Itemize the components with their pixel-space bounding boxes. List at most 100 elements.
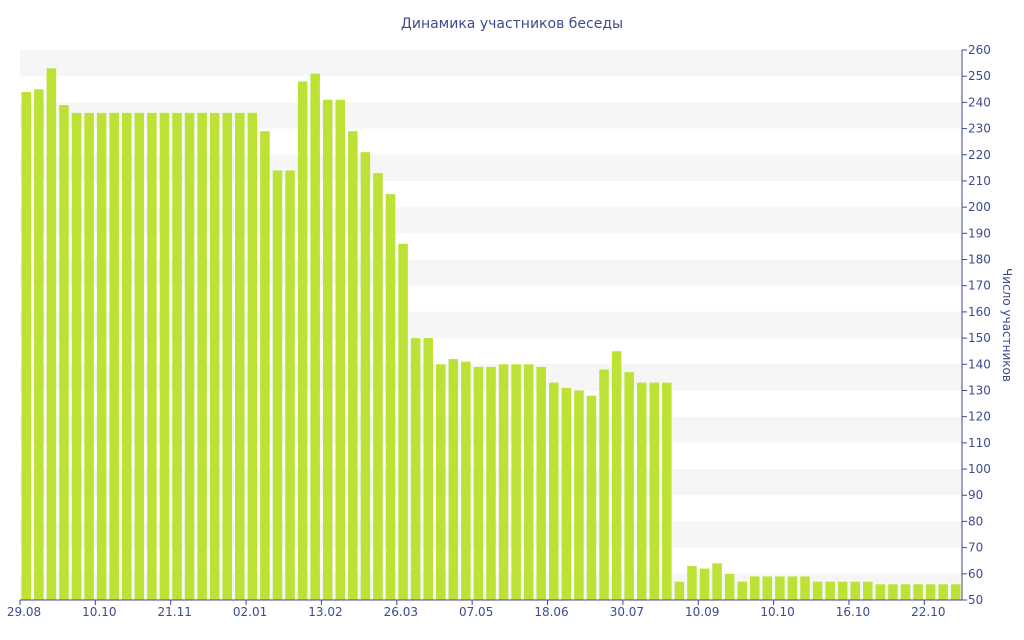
bar — [724, 573, 735, 600]
bar — [636, 382, 647, 600]
y-tick-label: 160 — [968, 305, 991, 319]
bar — [134, 112, 145, 601]
x-tick-label: 18.06 — [534, 605, 568, 619]
bar — [247, 112, 258, 601]
x-tick-label: 13.02 — [308, 605, 342, 619]
bar — [649, 382, 660, 600]
bar — [96, 112, 107, 601]
x-tick-label: 07.05 — [459, 605, 493, 619]
bar — [385, 194, 396, 601]
bar — [272, 170, 283, 601]
bar — [737, 581, 747, 600]
bar — [888, 584, 898, 600]
y-tick-label: 220 — [968, 148, 991, 162]
y-tick-label: 110 — [968, 436, 991, 450]
bar — [900, 584, 911, 600]
bar — [398, 243, 408, 600]
x-tick-label: 29.08 — [7, 605, 41, 619]
bar — [850, 581, 861, 600]
x-tick-label: 02.01 — [233, 605, 267, 619]
y-tick-label: 260 — [968, 43, 991, 57]
bar — [159, 112, 170, 601]
bar — [523, 364, 534, 600]
bar — [875, 584, 886, 600]
bar — [549, 382, 559, 600]
y-tick-label: 90 — [968, 488, 983, 502]
bar — [84, 112, 94, 601]
bar — [147, 112, 157, 601]
bar — [335, 99, 346, 600]
bar — [837, 581, 848, 600]
bar — [297, 81, 308, 601]
x-tick-label: 30.07 — [610, 605, 644, 619]
bar — [699, 568, 710, 600]
chart-title: Динамика участников беседы — [401, 16, 623, 32]
bar — [863, 581, 873, 600]
x-tick-label: 10.09 — [685, 605, 719, 619]
bar — [59, 105, 69, 600]
x-tick-label: 26.03 — [384, 605, 418, 619]
x-ticks: 29.08 10.10 21.11 02.01 13.02 26.03 07.05 18.06… — [7, 600, 945, 619]
bar — [913, 584, 923, 600]
bar — [21, 91, 32, 601]
bar — [536, 366, 547, 600]
bar — [222, 112, 233, 601]
bar — [800, 576, 810, 600]
bar — [498, 364, 509, 600]
bar — [574, 390, 584, 600]
y-tick-label: 210 — [968, 174, 991, 188]
bar — [674, 581, 685, 600]
bar — [825, 581, 835, 600]
bar — [235, 112, 245, 601]
bar — [197, 112, 207, 601]
y-tick-label: 70 — [968, 541, 983, 555]
y-tick-label: 190 — [968, 226, 991, 240]
bar — [762, 576, 773, 600]
bar — [410, 338, 421, 600]
bar — [348, 131, 358, 600]
bar — [775, 576, 785, 600]
y-tick-label: 170 — [968, 279, 991, 293]
bar — [473, 366, 484, 600]
bar — [209, 112, 220, 601]
y-tick-label: 200 — [968, 200, 991, 214]
bar — [260, 131, 270, 600]
y-tick-label: 50 — [968, 593, 983, 607]
bar — [109, 112, 119, 601]
bar — [749, 576, 760, 600]
bar — [322, 99, 333, 600]
bar — [511, 364, 521, 600]
y-tick-label: 250 — [968, 69, 991, 83]
y-tick-label: 60 — [968, 567, 983, 581]
bar — [561, 387, 572, 600]
bar — [662, 382, 672, 600]
x-tick-label: 10.10 — [760, 605, 794, 619]
x-tick-label: 10.10 — [82, 605, 116, 619]
bar — [599, 369, 609, 600]
y-tick-label: 130 — [968, 383, 991, 397]
bar — [787, 576, 798, 600]
bar — [121, 112, 132, 601]
bar — [71, 112, 82, 601]
bar — [373, 173, 383, 600]
bar — [423, 338, 433, 600]
y-tick-label: 140 — [968, 357, 991, 371]
bars-group — [21, 68, 961, 601]
bar — [461, 361, 471, 600]
y-ticks: 50 60 70 80 90 100 110 120 130 140 150 160 170 180 190… — [962, 43, 991, 607]
bar — [687, 565, 697, 600]
bar — [586, 395, 597, 600]
bar — [938, 584, 948, 600]
bar — [950, 584, 961, 600]
x-tick-label: 22.10 — [911, 605, 945, 619]
y-tick-label: 80 — [968, 514, 983, 528]
x-tick-label: 16.10 — [836, 605, 870, 619]
bar — [360, 152, 371, 600]
bar — [486, 366, 496, 600]
y-tick-label: 120 — [968, 410, 991, 424]
bar — [46, 68, 57, 600]
x-tick-label: 21.11 — [158, 605, 192, 619]
bar — [285, 170, 295, 601]
bar — [611, 351, 622, 600]
